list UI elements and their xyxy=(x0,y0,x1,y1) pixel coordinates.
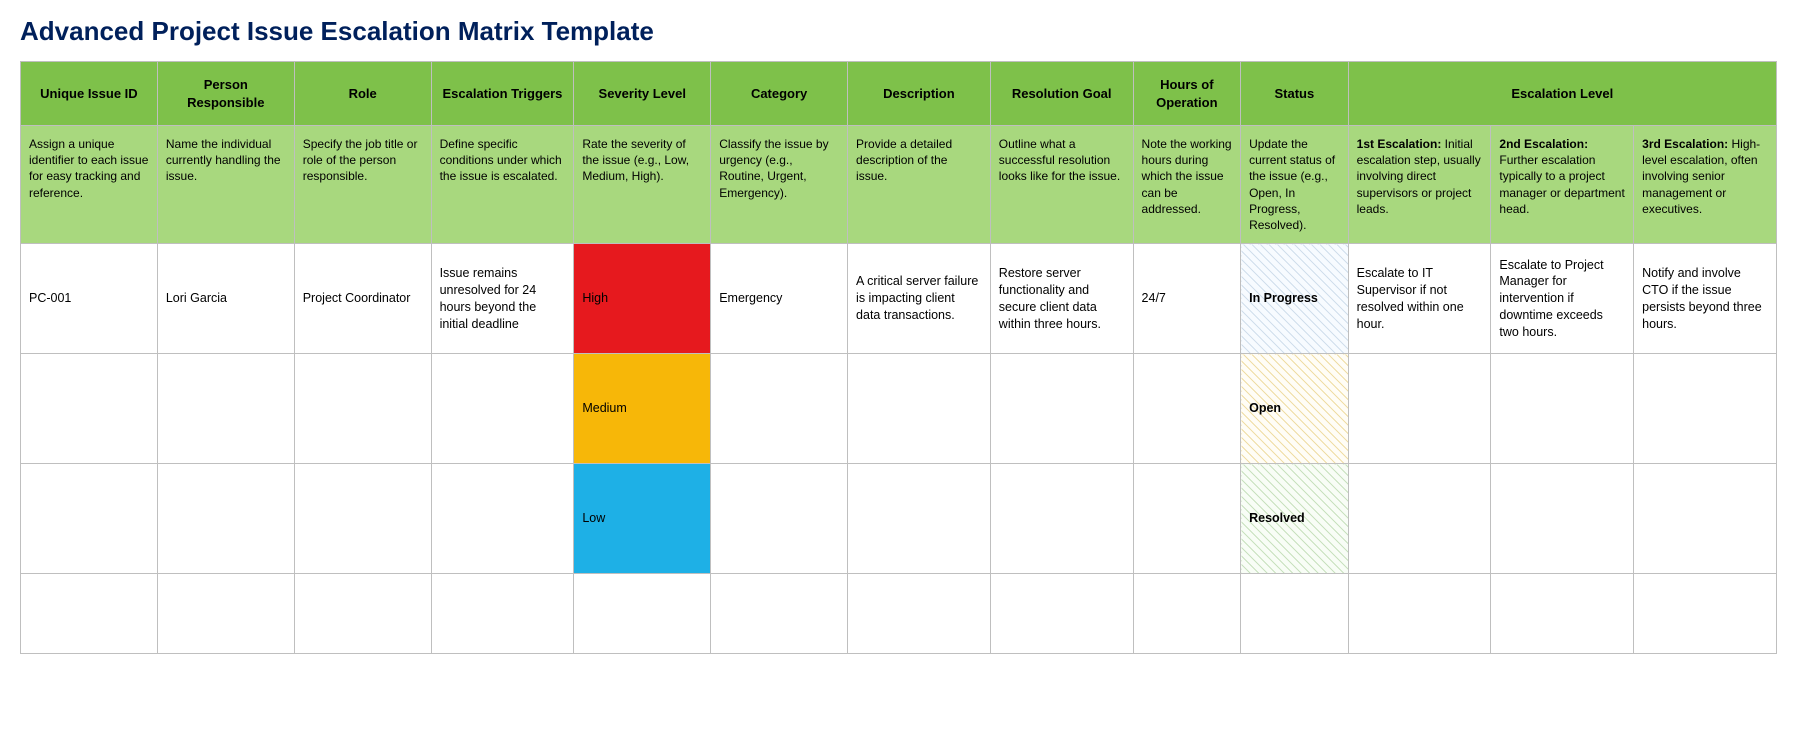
cell-uid[interactable] xyxy=(21,574,158,654)
cell-e1[interactable] xyxy=(1348,574,1491,654)
cell-hours[interactable] xyxy=(1133,464,1241,574)
cell-goal[interactable] xyxy=(990,574,1133,654)
cell-uid[interactable] xyxy=(21,464,158,574)
col-goal: Resolution Goal xyxy=(990,62,1133,126)
table-row: PC-001 Lori Garcia Project Coordinator I… xyxy=(21,244,1777,354)
desc-uid: Assign a unique identifier to each issue… xyxy=(21,126,158,244)
col-role: Role xyxy=(294,62,431,126)
cell-status[interactable]: Open xyxy=(1241,354,1349,464)
cell-hours[interactable]: 24/7 xyxy=(1133,244,1241,354)
col-uid: Unique Issue ID xyxy=(21,62,158,126)
desc-e1: 1st Escalation: Initial escalation step,… xyxy=(1348,126,1491,244)
cell-status[interactable]: In Progress xyxy=(1241,244,1349,354)
cell-status[interactable]: Resolved xyxy=(1241,464,1349,574)
desc-person: Name the individual currently handling t… xyxy=(157,126,294,244)
col-esclevel: Escalation Level xyxy=(1348,62,1776,126)
cell-severity[interactable]: Medium xyxy=(574,354,711,464)
col-triggers: Escalation Triggers xyxy=(431,62,574,126)
cell-category[interactable] xyxy=(711,464,848,574)
cell-e2[interactable]: Escalate to Project Manager for interven… xyxy=(1491,244,1634,354)
cell-uid[interactable] xyxy=(21,354,158,464)
desc-e2: 2nd Escalation: Further escalation typic… xyxy=(1491,126,1634,244)
cell-goal[interactable] xyxy=(990,464,1133,574)
escalation-matrix-table: Unique Issue ID Person Responsible Role … xyxy=(20,61,1777,654)
cell-role[interactable] xyxy=(294,574,431,654)
desc-role: Specify the job title or role of the per… xyxy=(294,126,431,244)
col-status: Status xyxy=(1241,62,1349,126)
desc-e3: 3rd Escalation: High-level escalation, o… xyxy=(1634,126,1777,244)
desc-hours: Note the working hours during which the … xyxy=(1133,126,1241,244)
cell-e1[interactable]: Escalate to IT Supervisor if not resolve… xyxy=(1348,244,1491,354)
cell-role[interactable] xyxy=(294,354,431,464)
page-title: Advanced Project Issue Escalation Matrix… xyxy=(20,16,1777,47)
desc-category: Classify the issue by urgency (e.g., Rou… xyxy=(711,126,848,244)
table-row: Medium Open xyxy=(21,354,1777,464)
cell-person[interactable] xyxy=(157,574,294,654)
desc-severity: Rate the severity of the issue (e.g., Lo… xyxy=(574,126,711,244)
cell-role[interactable] xyxy=(294,464,431,574)
cell-description[interactable] xyxy=(848,574,991,654)
col-person: Person Responsible xyxy=(157,62,294,126)
cell-uid[interactable]: PC-001 xyxy=(21,244,158,354)
cell-e3[interactable] xyxy=(1634,354,1777,464)
cell-hours[interactable] xyxy=(1133,574,1241,654)
cell-description[interactable]: A critical server failure is impacting c… xyxy=(848,244,991,354)
table-row xyxy=(21,574,1777,654)
cell-severity[interactable] xyxy=(574,574,711,654)
table-row: Low Resolved xyxy=(21,464,1777,574)
cell-description[interactable] xyxy=(848,464,991,574)
cell-person[interactable] xyxy=(157,354,294,464)
cell-e2[interactable] xyxy=(1491,464,1634,574)
desc-goal: Outline what a successful resolution loo… xyxy=(990,126,1133,244)
cell-e3[interactable] xyxy=(1634,574,1777,654)
cell-hours[interactable] xyxy=(1133,354,1241,464)
desc-status: Update the current status of the issue (… xyxy=(1241,126,1349,244)
header-row: Unique Issue ID Person Responsible Role … xyxy=(21,62,1777,126)
cell-severity[interactable]: High xyxy=(574,244,711,354)
cell-category[interactable] xyxy=(711,354,848,464)
cell-e3[interactable]: Notify and involve CTO if the issue pers… xyxy=(1634,244,1777,354)
col-description: Description xyxy=(848,62,991,126)
cell-status[interactable] xyxy=(1241,574,1349,654)
cell-category[interactable] xyxy=(711,574,848,654)
cell-e1[interactable] xyxy=(1348,354,1491,464)
cell-triggers[interactable] xyxy=(431,574,574,654)
col-category: Category xyxy=(711,62,848,126)
desc-description: Provide a detailed description of the is… xyxy=(848,126,991,244)
cell-role[interactable]: Project Coordinator xyxy=(294,244,431,354)
cell-category[interactable]: Emergency xyxy=(711,244,848,354)
cell-triggers[interactable] xyxy=(431,464,574,574)
col-hours: Hours of Operation xyxy=(1133,62,1241,126)
cell-e2[interactable] xyxy=(1491,354,1634,464)
cell-goal[interactable]: Restore server functionality and secure … xyxy=(990,244,1133,354)
cell-person[interactable]: Lori Garcia xyxy=(157,244,294,354)
cell-triggers[interactable]: Issue remains unresolved for 24 hours be… xyxy=(431,244,574,354)
cell-description[interactable] xyxy=(848,354,991,464)
cell-goal[interactable] xyxy=(990,354,1133,464)
cell-triggers[interactable] xyxy=(431,354,574,464)
cell-e3[interactable] xyxy=(1634,464,1777,574)
desc-triggers: Define specific conditions under which t… xyxy=(431,126,574,244)
cell-e1[interactable] xyxy=(1348,464,1491,574)
cell-person[interactable] xyxy=(157,464,294,574)
cell-e2[interactable] xyxy=(1491,574,1634,654)
col-severity: Severity Level xyxy=(574,62,711,126)
cell-severity[interactable]: Low xyxy=(574,464,711,574)
description-row: Assign a unique identifier to each issue… xyxy=(21,126,1777,244)
